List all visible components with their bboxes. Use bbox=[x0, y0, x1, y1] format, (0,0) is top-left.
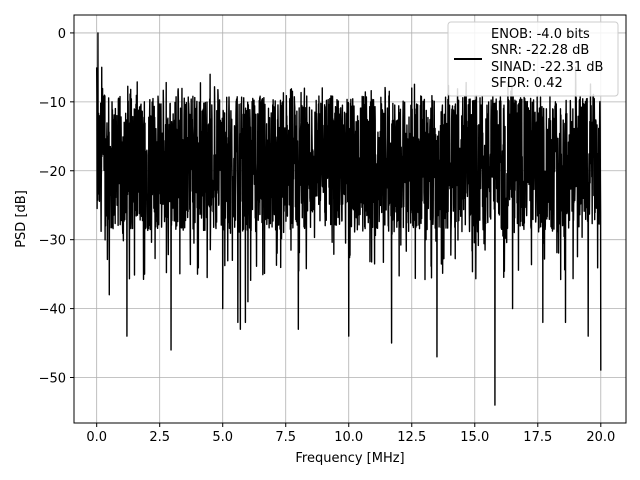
x-axis-label: Frequency [MHz] bbox=[295, 451, 404, 466]
plot-frame bbox=[73, 14, 627, 424]
x-tick-label: 20.0 bbox=[586, 430, 615, 445]
y-tick-label: −50 bbox=[39, 372, 66, 387]
x-tick-label: 17.5 bbox=[523, 430, 552, 445]
legend-entry-snr: SNR: -22.28 dB bbox=[491, 43, 589, 58]
legend-entry-sfdr: SFDR: 0.42 bbox=[491, 76, 563, 91]
x-tick-label: 5.0 bbox=[212, 430, 233, 445]
y-tick-label: 0 bbox=[58, 27, 66, 42]
y-axis-label: PSD [dB] bbox=[14, 190, 29, 248]
series-layer bbox=[95, 32, 602, 406]
x-tick-label: 15.0 bbox=[460, 430, 489, 445]
psd-series-line bbox=[95, 32, 602, 406]
y-tick-label: −30 bbox=[39, 234, 66, 249]
x-tick-label: 0.0 bbox=[86, 430, 107, 445]
y-tick-label: −10 bbox=[39, 96, 66, 111]
legend: ENOB: -4.0 bits SNR: -22.28 dB SINAD: -2… bbox=[447, 21, 619, 97]
legend-entry-enob: ENOB: -4.0 bits bbox=[491, 27, 590, 42]
x-tick-label: 2.5 bbox=[149, 430, 170, 445]
x-tick-label: 10.0 bbox=[334, 430, 363, 445]
ticks: 0.0 2.5 5.0 7.5 10.0 12.5 15.0 17.5 20.0 0 −10 −20 −… bbox=[39, 27, 616, 445]
y-tick-label: −40 bbox=[39, 303, 66, 318]
legend-box bbox=[447, 21, 619, 97]
legend-entry-sinad: SINAD: -22.31 dB bbox=[491, 60, 603, 75]
y-tick-label: −20 bbox=[39, 165, 66, 180]
x-tick-label: 7.5 bbox=[275, 430, 296, 445]
x-tick-label: 12.5 bbox=[397, 430, 426, 445]
